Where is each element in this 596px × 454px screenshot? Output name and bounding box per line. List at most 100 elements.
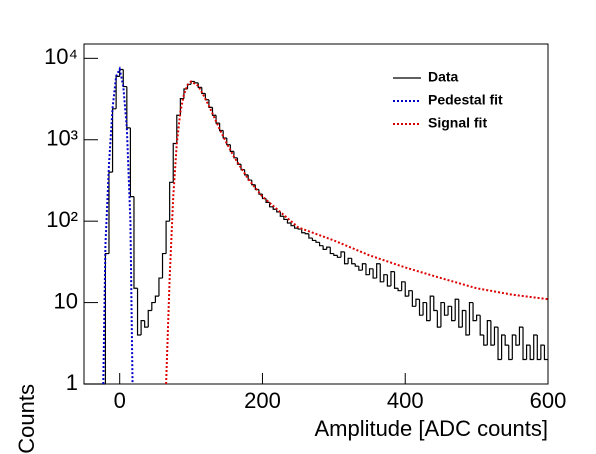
histogram-bin bbox=[104, 252, 109, 384]
histogram-bin bbox=[468, 301, 474, 335]
histogram-bin bbox=[501, 334, 506, 360]
histogram-bin bbox=[418, 299, 424, 316]
histogram-bin bbox=[465, 310, 470, 336]
plot-frame bbox=[83, 43, 549, 385]
histogram-bin bbox=[251, 180, 256, 186]
histogram-bin bbox=[408, 290, 413, 297]
histogram-bin bbox=[140, 320, 145, 335]
histogram-bin bbox=[222, 130, 227, 139]
histogram-bin bbox=[536, 334, 541, 361]
histogram-bin bbox=[293, 225, 299, 229]
histogram-bin bbox=[351, 258, 356, 265]
histogram-bin bbox=[401, 281, 406, 291]
histogram-bin bbox=[111, 108, 117, 173]
x-axis-title: Amplitude [ADC counts] bbox=[314, 416, 548, 441]
histogram-bin bbox=[529, 345, 534, 361]
histogram-bin bbox=[426, 302, 431, 322]
histogram-bin bbox=[179, 98, 184, 116]
histogram-bin bbox=[458, 299, 463, 328]
histogram-bin bbox=[515, 334, 520, 346]
histogram-bin bbox=[308, 233, 313, 239]
histogram-bin bbox=[197, 82, 202, 88]
histogram-bin bbox=[443, 302, 449, 316]
histogram-bin bbox=[126, 86, 131, 129]
histogram-bin bbox=[318, 242, 324, 247]
histogram-bin bbox=[486, 320, 491, 346]
y-tick-label: 10⁴ bbox=[44, 44, 78, 69]
histogram-bin bbox=[522, 327, 527, 361]
histogram-bin bbox=[215, 115, 220, 124]
histogram-bin bbox=[172, 142, 177, 183]
x-tick-label: 0 bbox=[114, 388, 126, 413]
histogram-bin bbox=[129, 127, 134, 198]
histogram-bin bbox=[451, 306, 456, 322]
histogram-bin bbox=[376, 263, 381, 279]
histogram-bin bbox=[326, 246, 331, 250]
histogram-bin bbox=[497, 327, 502, 361]
y-tick-label: 1 bbox=[66, 370, 78, 395]
histogram-bin bbox=[518, 326, 524, 346]
histogram-bin bbox=[436, 310, 441, 328]
x-tick-label: 400 bbox=[387, 388, 424, 413]
histogram-bin bbox=[219, 123, 224, 132]
histogram-bin bbox=[383, 274, 388, 282]
histogram-bin bbox=[533, 334, 538, 360]
histogram-bin bbox=[540, 344, 545, 360]
histogram-bin bbox=[525, 344, 531, 360]
y-tick-label: 10 bbox=[54, 288, 78, 313]
histogram-bin bbox=[397, 288, 402, 292]
histogram-bin bbox=[165, 220, 170, 254]
histogram-bin bbox=[511, 334, 516, 360]
histogram-bin bbox=[379, 263, 384, 283]
histogram-bin bbox=[279, 211, 284, 217]
histogram-bin bbox=[229, 144, 234, 152]
histogram-bin bbox=[144, 320, 149, 328]
histogram-bin bbox=[290, 222, 295, 227]
histogram-bin bbox=[283, 216, 288, 221]
histogram-bin bbox=[311, 238, 316, 242]
histogram-bin bbox=[393, 271, 399, 289]
histogram-bin bbox=[336, 255, 341, 258]
histogram-bin bbox=[315, 240, 320, 243]
histogram-bin bbox=[493, 326, 499, 346]
histogram-bin bbox=[301, 229, 306, 234]
histogram-bin bbox=[122, 69, 127, 88]
y-axis-title: Counts bbox=[14, 384, 39, 454]
histogram-bin bbox=[333, 253, 338, 256]
y-tick-label: 10² bbox=[46, 207, 78, 232]
histogram-bin bbox=[447, 305, 452, 316]
legend-label: Data bbox=[428, 69, 459, 85]
histogram-bin bbox=[368, 268, 374, 275]
histogram-bin bbox=[115, 75, 120, 109]
legend-label: Pedestal fit bbox=[428, 92, 503, 108]
histogram-bin bbox=[390, 271, 395, 286]
histogram-bin bbox=[304, 232, 309, 235]
histogram-bin bbox=[361, 263, 366, 271]
histogram-bin bbox=[265, 198, 270, 204]
histogram-bin bbox=[504, 334, 509, 346]
histogram-bin bbox=[226, 138, 231, 146]
histogram-bin bbox=[365, 263, 370, 276]
fit-curve bbox=[102, 65, 134, 385]
histogram-bin bbox=[422, 301, 427, 316]
histogram-bin bbox=[347, 257, 352, 264]
histogram-bin bbox=[194, 81, 199, 84]
histogram-bin bbox=[461, 309, 466, 328]
histogram-bin bbox=[386, 274, 391, 287]
histogram-bin bbox=[147, 309, 152, 328]
histogram-bin bbox=[404, 281, 409, 297]
histogram-bin bbox=[543, 345, 548, 361]
histogram-bin bbox=[244, 169, 249, 176]
x-tick-label: 200 bbox=[244, 388, 281, 413]
histogram-bin bbox=[454, 298, 459, 321]
histogram-bin bbox=[286, 219, 292, 224]
histogram-bin bbox=[329, 247, 334, 255]
x-tick-label: 600 bbox=[530, 388, 567, 413]
histogram-bin bbox=[136, 288, 142, 336]
histogram-bin bbox=[201, 87, 206, 95]
histogram-bin bbox=[415, 298, 420, 307]
histogram-bin bbox=[476, 314, 481, 321]
histogram-bin bbox=[322, 245, 327, 251]
histogram-bin bbox=[154, 295, 159, 303]
